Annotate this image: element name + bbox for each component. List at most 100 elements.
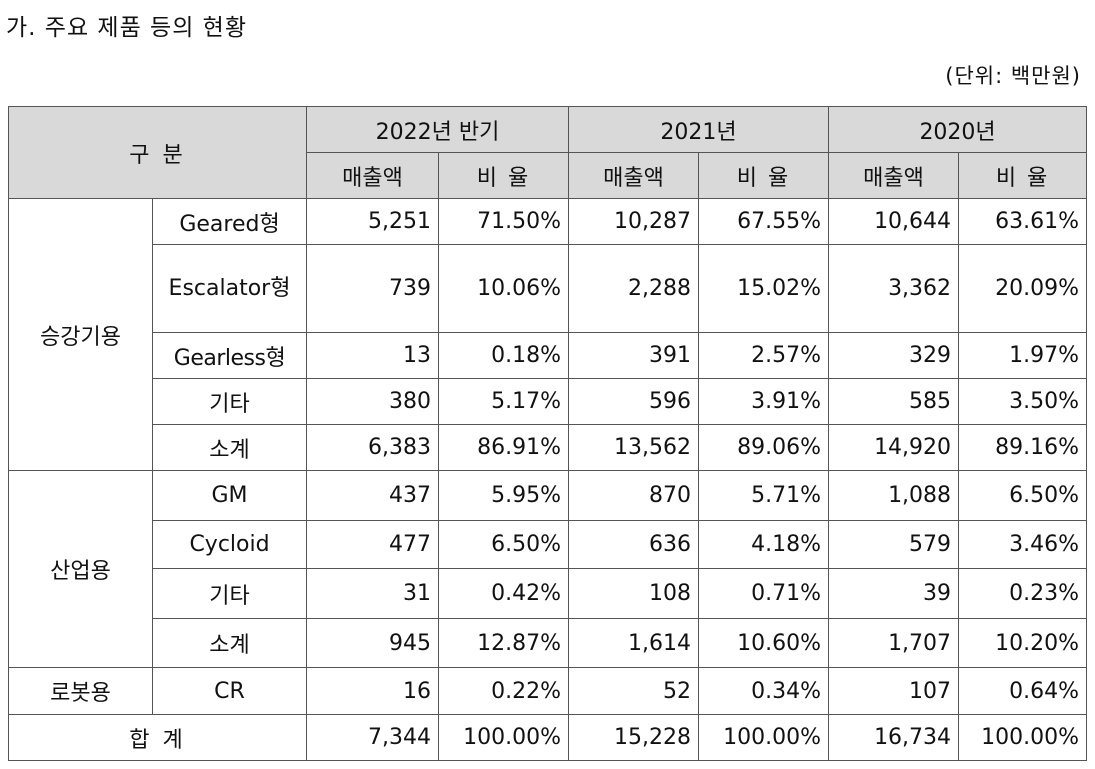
ratio-cell: 3.50% <box>958 378 1088 425</box>
header-ratio: 비 율 <box>698 152 830 199</box>
ratio-cell: 0.42% <box>438 568 570 619</box>
ratio-cell: 5.17% <box>438 378 570 425</box>
ratio-cell: 0.18% <box>438 332 570 379</box>
sales-cell: 13 <box>306 332 440 379</box>
ratio-cell: 89.16% <box>958 424 1088 471</box>
sales-cell: 16 <box>306 667 440 715</box>
header-category: 구 분 <box>7 106 308 199</box>
ratio-cell: 0.22% <box>438 667 570 715</box>
ratio-cell: 10.20% <box>958 618 1088 668</box>
sales-cell: 739 <box>306 244 440 333</box>
item-label: Gearless형 <box>151 332 308 379</box>
sales-cell: 5,251 <box>306 198 440 245</box>
ratio-cell: 71.50% <box>438 198 570 245</box>
sales-cell: 107 <box>828 667 960 715</box>
group-label: 로봇용 <box>8 667 153 715</box>
header-period: 2022년 반기 <box>306 106 570 153</box>
sales-cell: 2,288 <box>568 244 700 333</box>
table-row: 기타 380 5.17% 596 3.91% 585 3.50% <box>9 378 1088 425</box>
header-sales: 매출액 <box>568 152 700 199</box>
ratio-cell: 6.50% <box>438 520 570 569</box>
sales-cell: 1,707 <box>828 618 960 668</box>
header-sales: 매출액 <box>306 152 440 199</box>
ratio-cell: 10.06% <box>438 244 570 333</box>
ratio-cell: 4.18% <box>698 520 830 569</box>
table-row-subtotal: 소계 6,383 86.91% 13,562 89.06% 14,920 89.… <box>9 424 1088 471</box>
table-row: Escalator형 739 10.06% 2,288 15.02% 3,362… <box>9 244 1088 333</box>
sales-cell: 596 <box>568 378 700 425</box>
sales-cell: 437 <box>306 470 440 521</box>
header-ratio: 비 율 <box>958 152 1088 199</box>
sales-cell: 636 <box>568 520 700 569</box>
sales-cell: 52 <box>568 667 700 715</box>
ratio-cell: 3.46% <box>958 520 1088 569</box>
item-label: 소계 <box>151 424 308 471</box>
ratio-cell: 63.61% <box>958 198 1088 245</box>
unit-label: (단위: 백만원) <box>945 64 1081 88</box>
ratio-cell: 100.00% <box>958 714 1088 761</box>
sales-cell: 579 <box>828 520 960 569</box>
item-label: GM <box>151 470 308 521</box>
ratio-cell: 20.09% <box>958 244 1088 333</box>
ratio-cell: 5.71% <box>698 470 830 521</box>
sales-cell: 16,734 <box>828 714 960 761</box>
sales-cell: 870 <box>568 470 700 521</box>
sales-cell: 6,383 <box>306 424 440 471</box>
table-row: 승강기용 Geared형 5,251 71.50% 10,287 67.55% … <box>8 198 1088 471</box>
sales-cell: 1,614 <box>568 618 700 668</box>
item-label: Cycloid <box>151 520 308 569</box>
group-label: 산업용 <box>8 470 153 668</box>
sales-cell: 585 <box>828 378 960 425</box>
sales-cell: 380 <box>306 378 440 425</box>
section-title: 가. 주요 제품 등의 현황 <box>6 15 247 41</box>
table-row-total: 합 계 7,344 100.00% 15,228 100.00% 16,734 … <box>7 714 1088 761</box>
item-label: 기타 <box>151 568 308 619</box>
sales-cell: 391 <box>568 332 700 379</box>
header-row-metrics: 매출액 비 율 매출액 비 율 매출액 비 율 <box>9 152 1088 199</box>
header-sales: 매출액 <box>828 152 960 199</box>
ratio-cell: 0.23% <box>958 568 1088 619</box>
item-label: 기타 <box>151 378 308 425</box>
ratio-cell: 12.87% <box>438 618 570 668</box>
ratio-cell: 1.97% <box>958 332 1088 379</box>
table-row: 기타 31 0.42% 108 0.71% 39 0.23% <box>9 568 1088 619</box>
ratio-cell: 3.91% <box>698 378 830 425</box>
header-period: 2021년 <box>568 106 830 153</box>
sales-cell: 3,362 <box>828 244 960 333</box>
ratio-cell: 89.06% <box>698 424 830 471</box>
table-row: 로봇용 CR 16 0.22% 52 0.34% 107 0.64% <box>8 667 1088 715</box>
ratio-cell: 0.71% <box>698 568 830 619</box>
header-period: 2020년 <box>828 106 1088 153</box>
ratio-cell: 6.50% <box>958 470 1088 521</box>
sales-cell: 10,287 <box>568 198 700 245</box>
ratio-cell: 2.57% <box>698 332 830 379</box>
sales-cell: 7,344 <box>306 714 440 761</box>
sales-cell: 31 <box>306 568 440 619</box>
table-row: Cycloid 477 6.50% 636 4.18% 579 3.46% <box>9 520 1088 569</box>
ratio-cell: 100.00% <box>698 714 830 761</box>
ratio-cell: 86.91% <box>438 424 570 471</box>
item-label: Geared형 <box>151 198 308 245</box>
sales-cell: 477 <box>306 520 440 569</box>
sales-cell: 39 <box>828 568 960 619</box>
sales-cell: 1,088 <box>828 470 960 521</box>
sales-cell: 945 <box>306 618 440 668</box>
sales-cell: 14,920 <box>828 424 960 471</box>
table-row: 산업용 GM 437 5.95% 870 5.71% 1,088 6.50% <box>8 470 1088 668</box>
item-label: Escalator형 <box>151 244 308 333</box>
sales-cell: 10,644 <box>828 198 960 245</box>
header-ratio: 비 율 <box>438 152 570 199</box>
ratio-cell: 5.95% <box>438 470 570 521</box>
ratio-cell: 15.02% <box>698 244 830 333</box>
header-row-periods: 구 분 2022년 반기 2021년 2020년 <box>7 106 1088 199</box>
ratio-cell: 100.00% <box>438 714 570 761</box>
group-label: 승강기용 <box>8 198 153 471</box>
ratio-cell: 0.64% <box>958 667 1088 715</box>
table-row-subtotal: 소계 945 12.87% 1,614 10.60% 1,707 10.20% <box>9 618 1088 668</box>
product-sales-table: 구 분 2022년 반기 2021년 2020년 매출액 비 율 매출액 비 율… <box>7 106 1088 761</box>
table-row: Gearless형 13 0.18% 391 2.57% 329 1.97% <box>9 332 1088 379</box>
ratio-cell: 67.55% <box>698 198 830 245</box>
total-label: 합 계 <box>7 714 308 761</box>
ratio-cell: 10.60% <box>698 618 830 668</box>
ratio-cell: 0.34% <box>698 667 830 715</box>
